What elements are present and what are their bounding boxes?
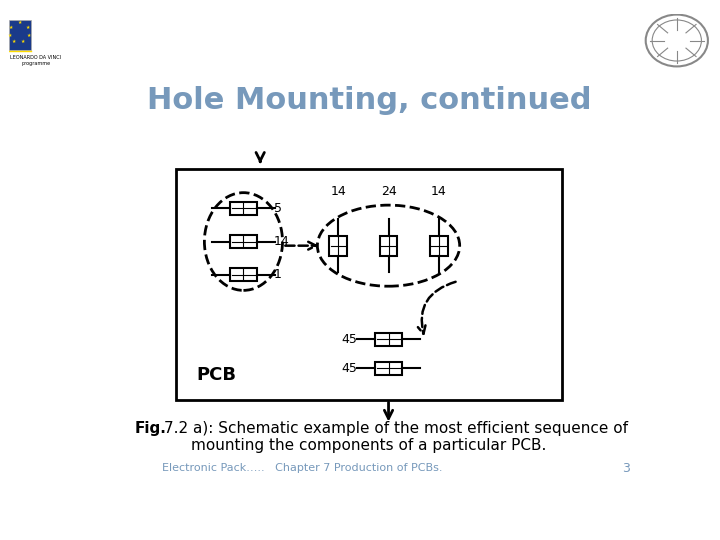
Bar	[329, 235, 347, 255]
FancyArrowPatch shape	[418, 282, 456, 334]
Bar	[430, 235, 448, 255]
Text: ★: ★	[7, 33, 12, 38]
Text: 24: 24	[381, 185, 397, 198]
FancyArrowPatch shape	[285, 242, 316, 249]
Text: 14: 14	[330, 185, 346, 198]
Text: 45: 45	[341, 362, 357, 375]
Text: programme: programme	[21, 61, 50, 66]
Bar	[375, 333, 402, 346]
Bar	[375, 362, 402, 375]
Text: 1: 1	[274, 268, 282, 281]
Text: 45: 45	[341, 333, 357, 346]
Text: 14: 14	[274, 235, 290, 248]
Text: ★: ★	[12, 39, 17, 44]
Text: ★: ★	[9, 25, 14, 30]
Text: ★: ★	[25, 25, 30, 30]
Text: mounting the components of a particular PCB.: mounting the components of a particular …	[192, 438, 546, 453]
Text: LEONARDO DA VINCI: LEONARDO DA VINCI	[10, 55, 61, 60]
Bar	[230, 201, 257, 215]
Bar	[379, 235, 397, 255]
Text: 14: 14	[431, 185, 446, 198]
Text: Hole Mounting, continued: Hole Mounting, continued	[147, 86, 591, 114]
Text: ★: ★	[18, 21, 22, 25]
Text: 7.2 a): Schematic example of the most efficient sequence of: 7.2 a): Schematic example of the most ef…	[163, 421, 628, 436]
Bar	[230, 268, 257, 281]
Text: ★: ★	[21, 39, 25, 44]
Text: 3: 3	[622, 462, 629, 475]
Text: ★: ★	[27, 33, 32, 38]
Bar	[176, 168, 562, 400]
Text: PCB: PCB	[196, 366, 236, 383]
Text: 5: 5	[274, 202, 282, 215]
Text: Electronic Pack…..   Chapter 7 Production of PCBs.: Electronic Pack….. Chapter 7 Production …	[162, 463, 442, 473]
Bar	[9, 21, 32, 51]
Bar	[230, 235, 257, 248]
Text: Fig.: Fig.	[135, 421, 166, 436]
